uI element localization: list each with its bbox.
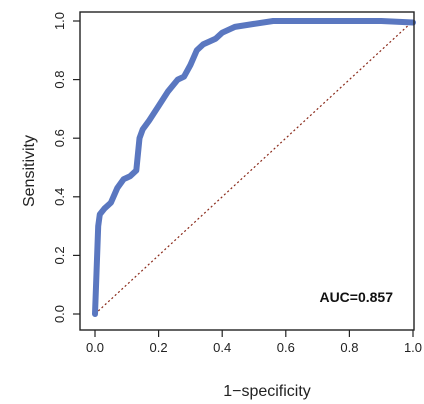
y-axis-ticks: 0.0 0.2 0.4 0.6 0.8 1.0 — [52, 12, 80, 323]
y-tick-label: 0.4 — [52, 188, 67, 206]
x-axis-label: 1−specificity — [223, 383, 311, 400]
plot-frame — [79, 11, 415, 331]
x-tick-label: 0.4 — [213, 340, 231, 355]
roc-curve-line — [92, 18, 416, 317]
x-tick-label: 0.6 — [277, 340, 295, 355]
x-tick-label: 0.8 — [340, 340, 358, 355]
y-tick-label: 0.6 — [52, 129, 67, 147]
y-tick-label: 0.0 — [52, 305, 67, 323]
auc-annotation: AUC=0.857 — [319, 289, 393, 305]
y-axis-label: Sensitivity — [21, 135, 38, 207]
x-axis-ticks: 0.0 0.2 0.4 0.6 0.8 1.0 — [86, 330, 422, 355]
reference-diagonal-line — [94, 20, 414, 315]
x-tick-label: 0.0 — [86, 340, 104, 355]
y-tick-label: 1.0 — [52, 12, 67, 30]
y-tick-label: 0.8 — [52, 71, 67, 89]
x-tick-label: 0.2 — [150, 340, 168, 355]
y-tick-label: 0.2 — [52, 246, 67, 264]
x-tick-label: 1.0 — [404, 340, 422, 355]
